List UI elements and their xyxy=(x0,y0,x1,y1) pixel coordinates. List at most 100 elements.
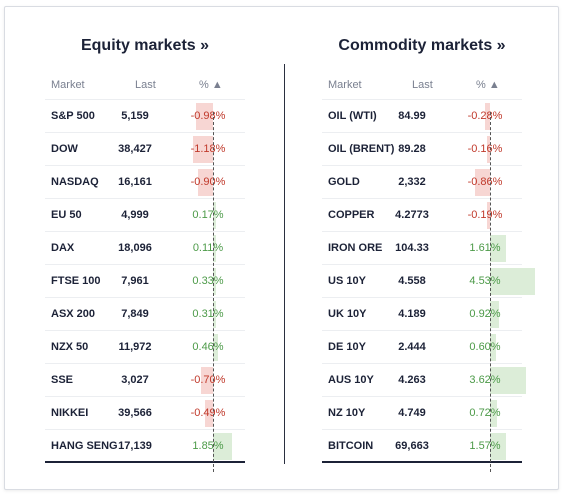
change-bar xyxy=(486,202,490,229)
last-value: 5,159 xyxy=(121,110,149,122)
market-name[interactable]: NZ 10Y xyxy=(328,407,366,419)
table-row[interactable]: DAX 18,096 0.11% xyxy=(45,232,245,265)
market-name[interactable]: DE 10Y xyxy=(328,341,366,353)
last-value: 4,999 xyxy=(121,209,149,221)
market-name[interactable]: FTSE 100 xyxy=(51,275,101,287)
change-bar xyxy=(490,301,500,328)
column-header-percent[interactable]: % ▲ xyxy=(476,79,500,91)
market-name[interactable]: OIL (WTI) xyxy=(328,110,377,122)
percent-change: 0.31% xyxy=(192,308,224,320)
change-bar xyxy=(490,334,496,361)
change-bar xyxy=(490,367,527,394)
change-bar xyxy=(201,367,213,394)
market-name[interactable]: HANG SENG xyxy=(51,440,118,452)
market-name[interactable]: BITCOIN xyxy=(328,440,374,452)
percent-change: 3.62% xyxy=(469,374,501,386)
column-header-last[interactable]: Last xyxy=(412,79,433,91)
percent-change: 0.46% xyxy=(192,341,224,353)
table-row[interactable]: IRON ORE 104.33 1.61% xyxy=(322,232,522,265)
percent-change: 4.53% xyxy=(469,275,501,287)
table-row[interactable]: S&P 500 5,159 -0.98% xyxy=(45,100,245,133)
table-row[interactable]: GOLD 2,332 -0.86% xyxy=(322,166,522,199)
table-row[interactable]: NZ 10Y 4.749 0.72% xyxy=(322,397,522,430)
equity-table-body: S&P 500 5,159 -0.98% DOW 38,427 -1.18% NASDAQ 1… xyxy=(45,99,245,463)
percent-change: -0.28% xyxy=(467,110,503,122)
market-name[interactable]: ASX 200 xyxy=(51,308,96,320)
change-bar xyxy=(490,400,498,427)
table-row[interactable]: OIL (BRENT) 89.28 -0.16% xyxy=(322,133,522,166)
commodity-markets-panel: Commodity markets » Market Last % ▲ OIL … xyxy=(322,7,536,472)
last-value: 4.263 xyxy=(398,374,426,386)
column-header-market[interactable]: Market xyxy=(51,79,85,91)
commodity-markets-title-link[interactable]: Commodity markets » xyxy=(338,37,506,54)
market-name[interactable]: UK 10Y xyxy=(328,308,367,320)
column-header-market[interactable]: Market xyxy=(328,79,362,91)
change-bar xyxy=(487,136,491,163)
market-name[interactable]: US 10Y xyxy=(328,275,366,287)
equity-markets-panel: Equity markets » Market Last % ▲ S&P 500… xyxy=(45,7,245,472)
market-name[interactable]: EU 50 xyxy=(51,209,82,221)
table-row[interactable]: DE 10Y 2.444 0.60% xyxy=(322,331,522,364)
table-row[interactable]: COPPER 4.2773 -0.19% xyxy=(322,199,522,232)
market-name[interactable]: SSE xyxy=(51,374,74,386)
percent-change: -0.16% xyxy=(467,143,503,155)
table-row[interactable]: OIL (WTI) 84.99 -0.28% xyxy=(322,100,522,133)
change-bar xyxy=(213,235,216,262)
last-value: 3,027 xyxy=(121,374,149,386)
change-bar xyxy=(204,400,213,427)
table-row[interactable]: NIKKEI 39,566 -0.49% xyxy=(45,397,245,430)
table-row[interactable]: HANG SENG 17,139 1.85% xyxy=(45,430,245,463)
table-row[interactable]: DOW 38,427 -1.18% xyxy=(45,133,245,166)
table-row[interactable]: BITCOIN 69,663 1.57% xyxy=(322,430,522,463)
change-bar xyxy=(490,268,536,295)
last-value: 7,961 xyxy=(121,275,149,287)
change-bar xyxy=(475,169,490,196)
change-bar xyxy=(196,103,213,130)
market-name[interactable]: IRON ORE xyxy=(328,242,383,254)
market-name[interactable]: COPPER xyxy=(328,209,375,221)
zero-line xyxy=(213,112,214,472)
market-name[interactable]: DAX xyxy=(51,242,75,254)
last-value: 4.749 xyxy=(398,407,426,419)
change-bar xyxy=(490,235,507,262)
last-value: 4.558 xyxy=(398,275,426,287)
percent-change: -1.18% xyxy=(190,143,226,155)
change-bar xyxy=(197,169,213,196)
change-bar xyxy=(213,301,217,328)
change-bar xyxy=(213,334,218,361)
market-name[interactable]: DOW xyxy=(51,143,78,155)
last-value: 104.33 xyxy=(395,242,429,254)
table-row[interactable]: NZX 50 11,972 0.46% xyxy=(45,331,245,364)
last-value: 11,972 xyxy=(118,341,152,353)
zero-line xyxy=(490,112,491,472)
table-row[interactable]: SSE 3,027 -0.70% xyxy=(45,364,245,397)
market-name[interactable]: NIKKEI xyxy=(51,407,89,419)
table-row[interactable]: AUS 10Y 4.263 3.62% xyxy=(322,364,527,397)
percent-change: -0.70% xyxy=(190,374,226,386)
change-bar xyxy=(213,433,232,460)
percent-change: 0.72% xyxy=(469,407,501,419)
percent-change: -0.98% xyxy=(190,110,226,122)
column-header-last[interactable]: Last xyxy=(135,79,156,91)
market-name[interactable]: NZX 50 xyxy=(51,341,89,353)
column-header-percent[interactable]: % ▲ xyxy=(199,79,223,91)
table-row[interactable]: NASDAQ 16,161 -0.90% xyxy=(45,166,245,199)
change-bar xyxy=(192,136,213,163)
market-name[interactable]: NASDAQ xyxy=(51,176,99,188)
table-row[interactable]: ASX 200 7,849 0.31% xyxy=(45,298,245,331)
table-row[interactable]: EU 50 4,999 0.17% xyxy=(45,199,245,232)
last-value: 18,096 xyxy=(118,242,152,254)
last-value: 16,161 xyxy=(118,176,152,188)
change-bar xyxy=(213,268,217,295)
table-row[interactable]: US 10Y 4.558 4.53% xyxy=(322,265,536,298)
last-value: 4.189 xyxy=(398,308,426,320)
market-name[interactable]: GOLD xyxy=(328,176,360,188)
market-name[interactable]: OIL (BRENT) xyxy=(328,143,395,155)
last-value: 89.28 xyxy=(398,143,426,155)
market-name[interactable]: AUS 10Y xyxy=(328,374,374,386)
table-row[interactable]: FTSE 100 7,961 0.33% xyxy=(45,265,245,298)
market-name[interactable]: S&P 500 xyxy=(51,110,95,122)
table-row[interactable]: UK 10Y 4.189 0.92% xyxy=(322,298,522,331)
percent-change: 1.61% xyxy=(469,242,501,254)
equity-markets-title-link[interactable]: Equity markets » xyxy=(80,37,210,54)
